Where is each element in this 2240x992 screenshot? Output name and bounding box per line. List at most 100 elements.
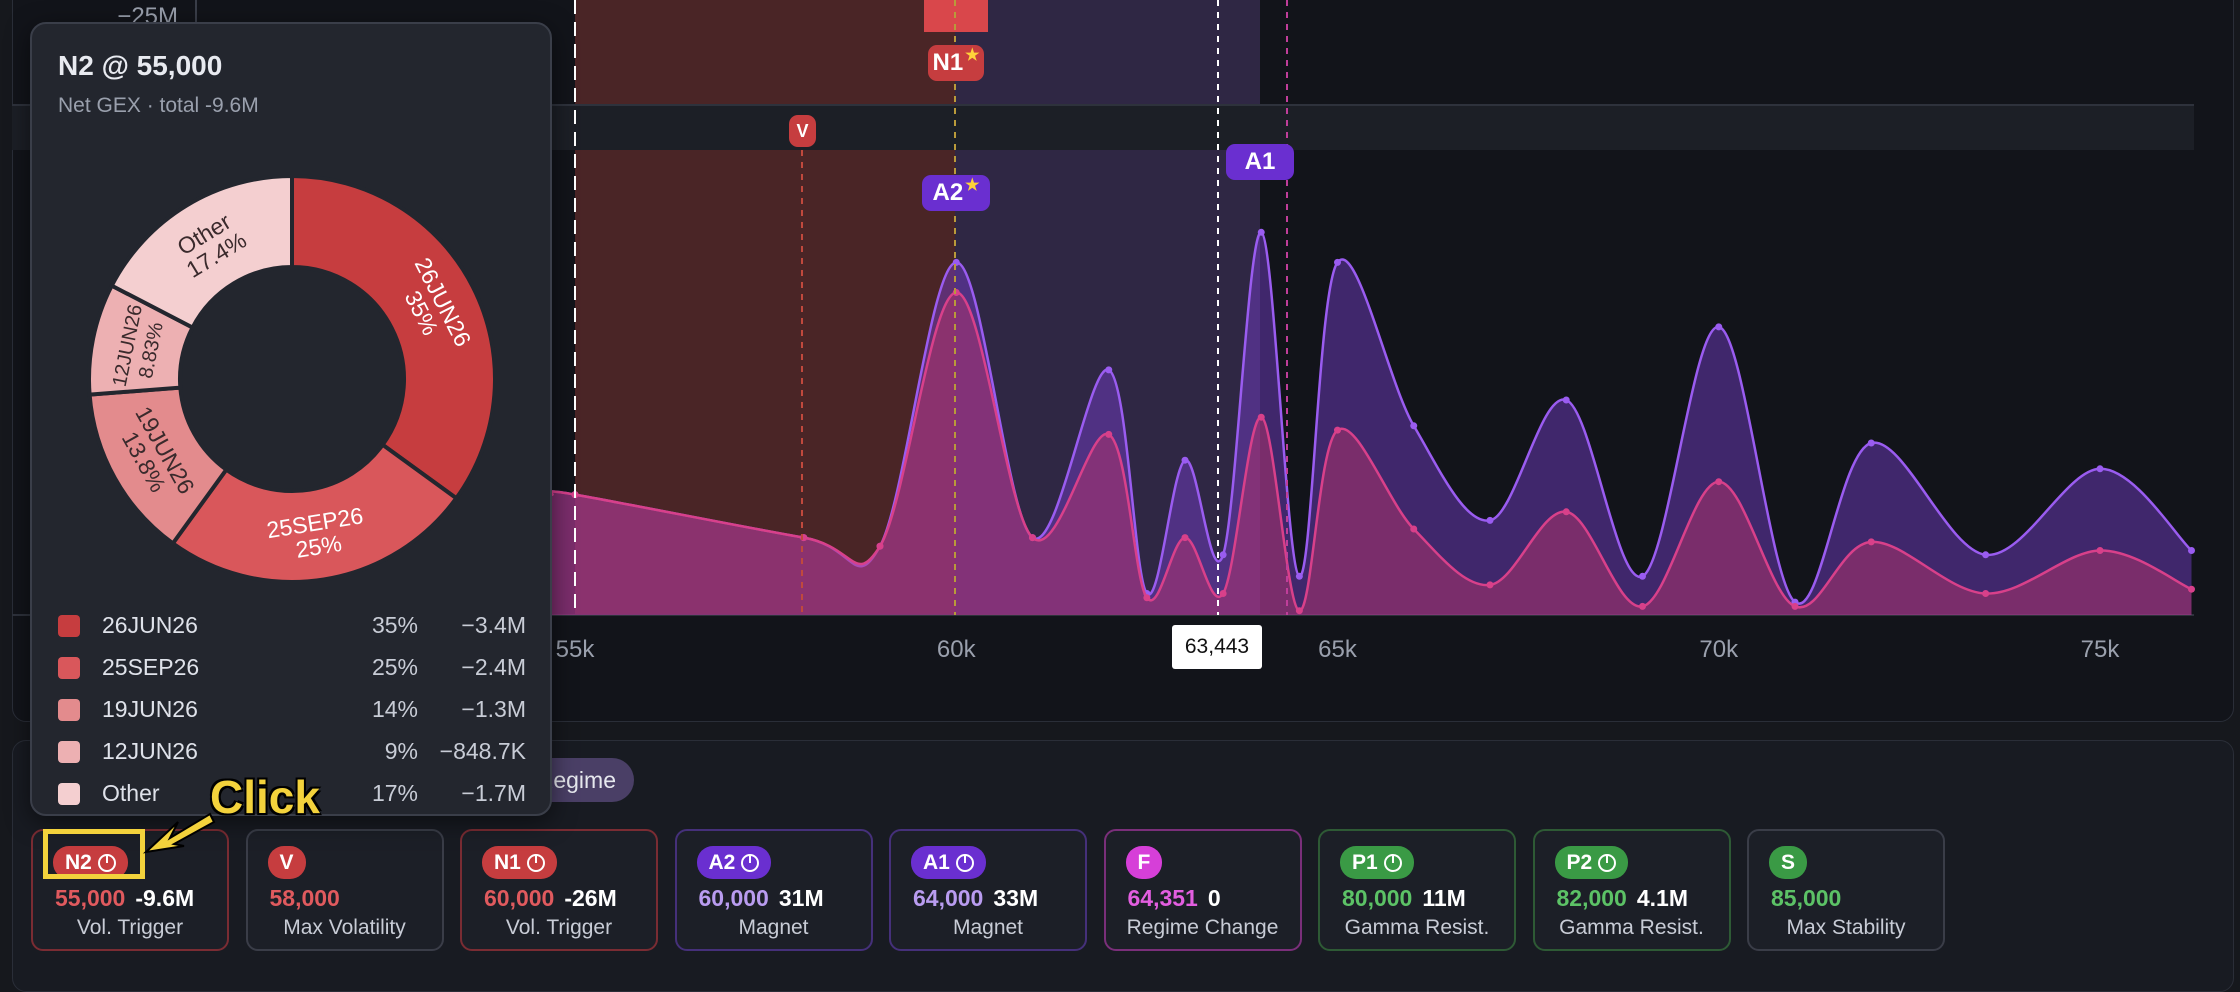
series-point	[1562, 396, 1570, 404]
badge-label: S	[1781, 850, 1796, 874]
level-card-a2[interactable]: A2 60,000 31M Magnet	[674, 829, 873, 951]
series-point	[1410, 525, 1418, 533]
legend-swatch	[58, 615, 80, 637]
level-badge[interactable]: S	[1769, 846, 1808, 879]
legend-name: Other	[102, 780, 160, 806]
series-point	[1982, 590, 1990, 597]
series-point	[1029, 534, 1036, 542]
series-point	[1295, 572, 1303, 580]
spot-price-label: 63,443	[1172, 625, 1262, 669]
marker-a2[interactable]: A2 ★	[922, 175, 990, 211]
series-layer	[548, 228, 2195, 615]
tooltip-subtitle: Net GEX · total -9.6M	[58, 94, 259, 117]
expiry-breakdown-tooltip: N2 @ 55,000 Net GEX · total -9.6M 26JUN2…	[30, 22, 552, 816]
badge-label: N2	[65, 850, 92, 874]
series-point	[1257, 413, 1265, 421]
level-badge[interactable]: P2	[1554, 846, 1629, 879]
level-badge[interactable]: A1	[911, 846, 986, 879]
series-point	[2188, 585, 2195, 593]
level-description: Magnet	[952, 916, 1024, 939]
series-point	[1791, 602, 1799, 610]
x-tick-label: 65k	[1318, 636, 1358, 663]
legend-pct: 25%	[371, 654, 418, 680]
gex-chart[interactable]: −25M 55k 60k 65k 70k 75k	[0, 0, 2240, 740]
series-point	[1257, 228, 1265, 236]
level-badge[interactable]: P1	[1340, 846, 1414, 879]
legend-name: 25SEP26	[102, 654, 200, 680]
badge-label: A1	[923, 850, 950, 874]
legend-value: −2.4M	[461, 654, 526, 680]
level-badge[interactable]: N2	[53, 846, 128, 879]
series-point	[1334, 258, 1341, 266]
series-point	[1410, 422, 1418, 430]
marker-a2-label: A2	[932, 179, 964, 206]
marker-n1-label: N1	[932, 49, 964, 76]
level-gex: 31M	[778, 885, 824, 911]
level-description: Magnet	[738, 916, 809, 939]
legend-value: −3.4M	[461, 612, 526, 638]
legend-row: 26JUN26 35% −3.4M	[58, 608, 526, 644]
level-description: Max Stability	[1786, 916, 1906, 939]
level-badge[interactable]: V	[267, 846, 306, 879]
level-card-a1[interactable]: A1 64,000 33M Magnet	[889, 829, 1087, 951]
donut-slice	[290, 173, 497, 502]
level-card-v[interactable]: V 58,000 Max Volatility	[245, 829, 444, 951]
level-gex: 0	[1207, 885, 1221, 911]
level-card-n2[interactable]: N2 55,000 -9.6M Vol. Trigger	[31, 829, 229, 951]
legend-pct: 17%	[371, 780, 418, 806]
level-badge[interactable]: A2	[696, 846, 772, 879]
pie-chart-icon[interactable]	[955, 853, 974, 872]
level-description: Gamma Resist.	[1559, 916, 1704, 939]
marker-v[interactable]: V	[789, 115, 816, 147]
level-value-row: 60,000 -26M	[484, 885, 617, 912]
level-value-row: 82,000 4.1M	[1557, 885, 1689, 912]
level-price: 60,000	[698, 885, 769, 911]
legend-pct: 14%	[371, 696, 418, 722]
pie-chart-icon[interactable]	[97, 853, 116, 872]
pie-chart-icon[interactable]	[1383, 853, 1402, 872]
level-card-f[interactable]: F 64,351 0 Regime Change	[1103, 829, 1302, 951]
level-card-p1[interactable]: P1 80,000 11M Gamma Resist.	[1318, 829, 1516, 951]
marker-a1[interactable]: A1	[1226, 144, 1294, 180]
x-tick-label: 75k	[2081, 636, 2121, 663]
series-point	[1486, 516, 1494, 524]
level-badge[interactable]: N1	[482, 846, 557, 879]
level-price: 85,000	[1771, 885, 1842, 911]
level-card-p2[interactable]: P2 82,000 4.1M Gamma Resist.	[1532, 829, 1731, 951]
tooltip-title: N2 @ 55,000	[58, 50, 223, 81]
level-value-row: 55,000 -9.6M	[55, 885, 194, 912]
legend-swatch	[58, 741, 80, 763]
marker-n1[interactable]: N1 ★	[928, 45, 984, 81]
level-gex: 33M	[993, 885, 1039, 911]
level-value-row: 64,000 33M	[913, 885, 1038, 912]
badge-label: F	[1137, 850, 1151, 874]
level-description: Vol. Trigger	[76, 916, 184, 939]
pie-chart-icon[interactable]	[1598, 853, 1617, 872]
zone-vol-trigger-top	[575, 0, 955, 105]
pie-chart-icon[interactable]	[526, 853, 545, 872]
marker-v-label: V	[796, 120, 809, 141]
series-point	[1105, 430, 1113, 438]
click-annotation: Click	[210, 771, 320, 823]
donut-slice	[170, 441, 460, 584]
level-card-s[interactable]: S 85,000 Max Stability	[1747, 829, 1945, 951]
series-point	[952, 289, 960, 296]
series-point	[952, 258, 960, 266]
level-badge[interactable]: F	[1125, 846, 1163, 879]
pie-chart-icon[interactable]	[741, 853, 760, 872]
series-point	[1639, 572, 1646, 580]
level-price: 80,000	[1342, 885, 1413, 911]
series-point	[2096, 465, 2104, 473]
series-point	[1715, 323, 1723, 331]
level-price: 82,000	[1556, 885, 1627, 911]
legend-value: −848.7K	[439, 738, 526, 764]
series-point	[1181, 456, 1189, 464]
level-gex: -26M	[564, 885, 617, 911]
series-point	[1639, 602, 1646, 610]
series-point	[1715, 478, 1723, 486]
level-price: 55,000	[55, 885, 126, 911]
series-point	[1181, 534, 1189, 542]
level-card-n1[interactable]: N1 60,000 -26M Vol. Trigger	[460, 829, 658, 951]
legend-value: −1.3M	[461, 696, 526, 722]
legend-swatch	[58, 657, 80, 679]
